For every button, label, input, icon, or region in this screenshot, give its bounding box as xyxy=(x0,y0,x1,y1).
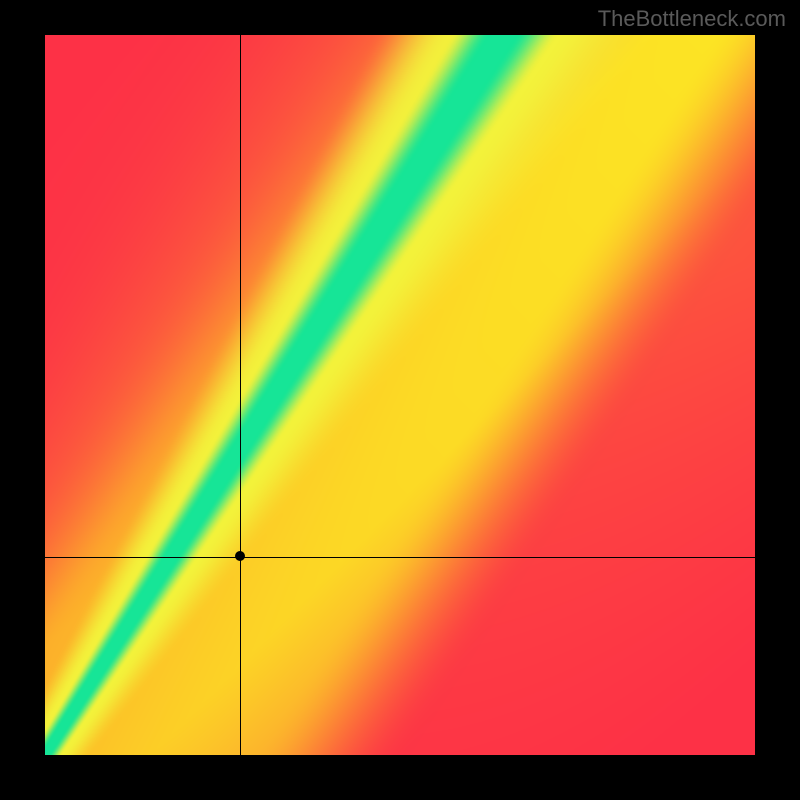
watermark-text: TheBottleneck.com xyxy=(598,6,786,32)
heatmap-plot xyxy=(45,35,755,755)
heatmap-canvas xyxy=(45,35,755,755)
